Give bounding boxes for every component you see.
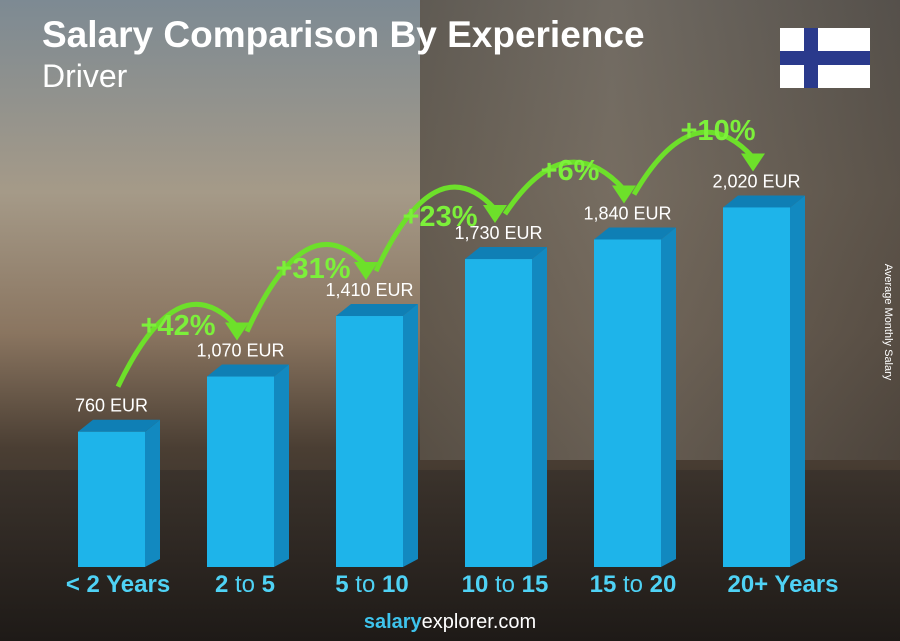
finland-flag-icon [780, 28, 870, 88]
bar-front [465, 259, 532, 567]
chart-subtitle: Driver [42, 58, 128, 94]
value-label: 2,020 EUR [712, 171, 800, 191]
change-label: +23% [403, 201, 478, 233]
change-label: +10% [681, 115, 756, 147]
chart-title: Salary Comparison By Experience [42, 14, 645, 55]
bar-side [790, 195, 805, 567]
change-arrow [115, 301, 249, 388]
bar [336, 304, 418, 567]
bar-side [145, 419, 160, 567]
bar-side [403, 304, 418, 567]
footer-brand[interactable]: salaryexplorer.com [0, 611, 900, 634]
x-tick-label: 10 to 15 [462, 571, 549, 598]
bar-front [594, 239, 661, 568]
bar [207, 364, 289, 567]
brand-rest: explorer [421, 611, 493, 633]
bar [723, 195, 805, 567]
bar-side [274, 364, 289, 567]
bar-top [78, 419, 160, 432]
x-tick-label: 15 to 20 [590, 571, 677, 598]
change-label: +31% [276, 253, 351, 285]
change-label: +6% [541, 155, 600, 187]
bar-top [207, 364, 289, 377]
value-label: 1,730 EUR [454, 223, 542, 243]
bar [594, 227, 676, 568]
bar-front [207, 376, 274, 567]
x-tick-label: 20+ Years [727, 571, 838, 598]
bar-top [594, 227, 676, 240]
change-arrow [631, 129, 765, 196]
x-tick-label: < 2 Years [66, 571, 170, 598]
bar-front [78, 431, 145, 567]
bar [465, 247, 547, 567]
bar-top [723, 195, 805, 208]
change-arrow [244, 241, 378, 333]
bar-top [465, 247, 547, 260]
bar-side [532, 247, 547, 567]
change-arrow [373, 184, 507, 273]
x-tick-label: 2 to 5 [215, 571, 275, 598]
x-tick-label: 5 to 10 [335, 571, 408, 598]
bar [78, 419, 160, 567]
bar-front [336, 316, 403, 567]
value-label: 1,840 EUR [583, 203, 671, 223]
change-label: +42% [141, 310, 216, 342]
brand-bold: salary [363, 611, 422, 633]
bar-side [661, 227, 676, 568]
bar-top [336, 304, 418, 317]
value-label: 760 EUR [75, 396, 148, 416]
value-label: 1,410 EUR [325, 280, 413, 300]
change-arrow [502, 159, 636, 216]
bar-front [723, 207, 790, 567]
brand-tld: .com [492, 611, 537, 633]
value-label: 1,070 EUR [196, 341, 284, 361]
